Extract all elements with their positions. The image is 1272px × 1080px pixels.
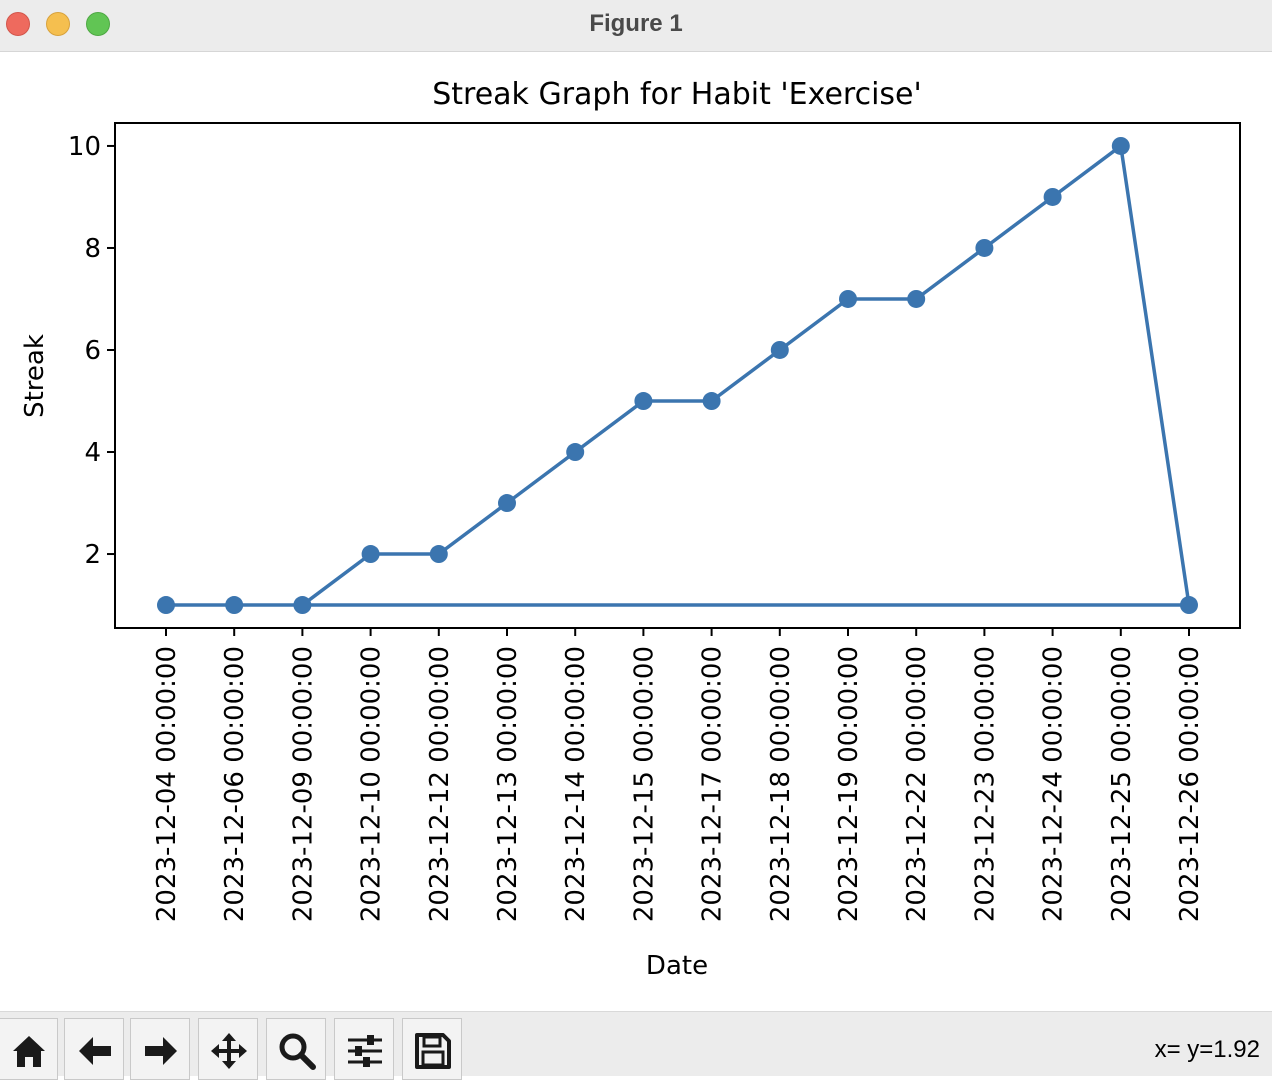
zoom-button[interactable] <box>266 1018 326 1080</box>
arrow-left-icon <box>79 1037 111 1065</box>
zoom-icon <box>279 1033 316 1070</box>
x-tick-label: 2023-12-06 00:00:00 <box>220 646 250 922</box>
x-axis-ticks: 2023-12-04 00:00:00 2023-12-06 00:00:00 20… <box>152 628 1205 922</box>
minimize-window-button[interactable] <box>46 12 70 36</box>
x-tick-label: 2023-12-14 00:00:00 <box>561 646 591 922</box>
move-icon <box>211 1033 247 1069</box>
data-point <box>361 545 380 564</box>
window-title: Figure 1 <box>589 10 683 37</box>
data-point <box>839 289 857 308</box>
home-button[interactable] <box>0 1018 58 1080</box>
data-point <box>907 289 926 308</box>
x-tick-label: 2023-12-04 00:00:00 <box>152 646 182 922</box>
back-button[interactable] <box>64 1018 124 1080</box>
x-tick-label: 2023-12-18 00:00:00 <box>766 646 796 922</box>
figure-canvas[interactable]: Streak Graph for Habit 'Exercise' 2 4 6 8 10… <box>0 53 1272 1011</box>
sliders-icon <box>348 1035 382 1067</box>
streak-chart: Streak Graph for Habit 'Exercise' 2 4 6 8 10… <box>20 77 1241 981</box>
data-point <box>1111 136 1130 155</box>
data-point <box>157 596 175 615</box>
y-tick-label: 10 <box>68 132 101 162</box>
x-tick-label: 2023-12-26 00:00:00 <box>1175 646 1205 922</box>
navigation-toolbar: x= y=1.92 <box>0 1011 1272 1080</box>
data-point <box>975 238 994 257</box>
configure-subplots-button[interactable] <box>334 1018 394 1080</box>
data-point <box>634 392 653 411</box>
y-axis-label: Streak <box>20 334 50 418</box>
y-tick-label: 2 <box>84 540 101 570</box>
y-tick-label: 4 <box>84 438 101 468</box>
data-point <box>293 596 312 615</box>
pan-button[interactable] <box>198 1018 258 1080</box>
x-axis-label: Date <box>646 951 708 981</box>
y-tick-label: 6 <box>84 336 101 366</box>
streak-series-markers <box>157 136 1198 615</box>
x-tick-label: 2023-12-09 00:00:00 <box>288 646 318 922</box>
y-axis-ticks: 2 4 6 8 10 <box>68 132 115 570</box>
forward-button[interactable] <box>130 1018 190 1080</box>
data-point <box>225 596 244 615</box>
save-icon <box>415 1033 451 1069</box>
window-titlebar: Figure 1 <box>0 0 1272 52</box>
x-tick-label: 2023-12-22 00:00:00 <box>902 646 932 922</box>
x-tick-label: 2023-12-10 00:00:00 <box>357 646 387 922</box>
x-tick-label: 2023-12-25 00:00:00 <box>1107 646 1137 922</box>
y-tick-label: 8 <box>84 234 101 264</box>
x-tick-label: 2023-12-13 00:00:00 <box>493 646 523 922</box>
close-window-button[interactable] <box>6 12 30 36</box>
save-button[interactable] <box>402 1018 462 1080</box>
x-tick-label: 2023-12-17 00:00:00 <box>698 646 728 922</box>
data-point <box>770 340 789 359</box>
data-point <box>566 443 585 462</box>
data-point <box>429 545 448 564</box>
x-tick-label: 2023-12-24 00:00:00 <box>1039 646 1069 922</box>
home-icon <box>13 1036 45 1067</box>
data-point <box>1043 187 1062 206</box>
plot-frame <box>114 122 1241 629</box>
data-point <box>498 494 516 513</box>
x-tick-label: 2023-12-19 00:00:00 <box>834 646 864 922</box>
maximize-window-button[interactable] <box>86 12 110 36</box>
data-point <box>1180 596 1198 615</box>
chart-title: Streak Graph for Habit 'Exercise' <box>432 77 922 112</box>
streak-series-line <box>166 144 1191 607</box>
x-tick-label: 2023-12-15 00:00:00 <box>629 646 659 922</box>
arrow-right-icon <box>145 1037 177 1065</box>
x-tick-label: 2023-12-12 00:00:00 <box>425 646 455 922</box>
coordinate-readout: x= y=1.92 <box>1154 1036 1260 1063</box>
data-point <box>702 392 721 411</box>
x-tick-label: 2023-12-23 00:00:00 <box>970 646 1000 922</box>
